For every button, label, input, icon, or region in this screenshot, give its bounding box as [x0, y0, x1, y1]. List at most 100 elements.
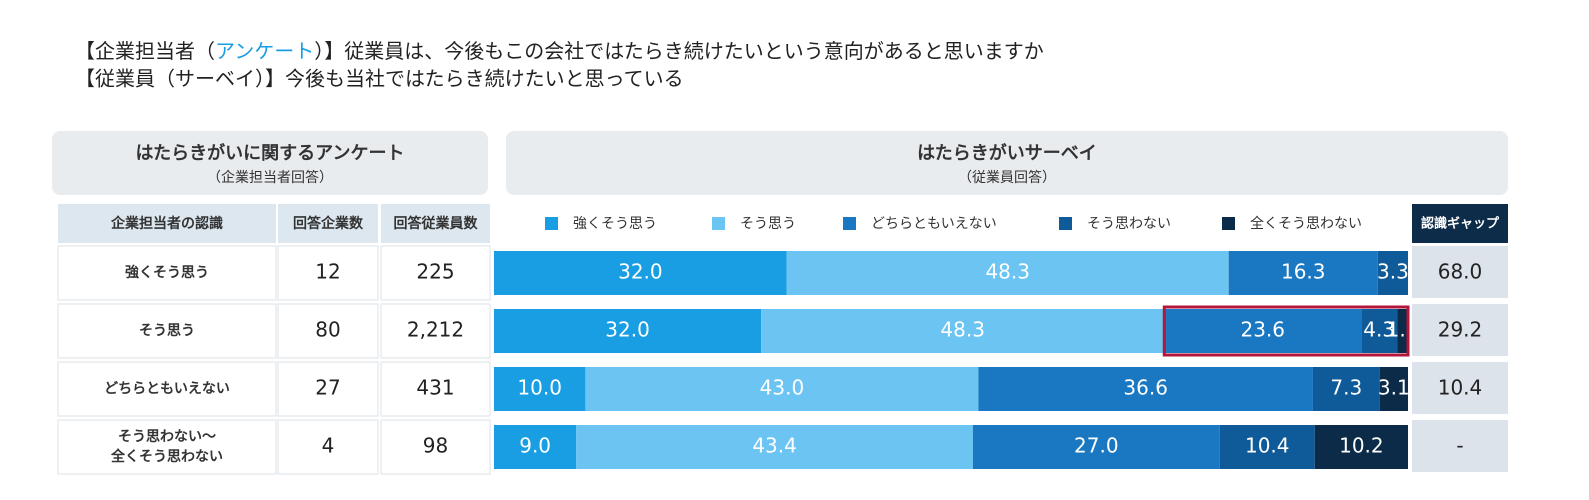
table-cell	[380, 303, 491, 359]
bar-value-label: 3.1	[1378, 376, 1410, 400]
legend-swatch	[712, 217, 725, 230]
table-cell	[57, 245, 277, 301]
chart-subtitle: （従業員回答）	[958, 169, 1056, 186]
table-cell	[380, 361, 491, 417]
legend-swatch	[843, 217, 856, 230]
gap-cell	[1412, 362, 1508, 414]
bar-value-label: 10.2	[1339, 434, 1384, 458]
bar-segment	[1361, 309, 1398, 353]
bar-value-label: 48.3	[985, 260, 1030, 284]
gap-header: 認識ギャップ	[1421, 216, 1500, 232]
bar-value-label: 36.6	[1123, 376, 1168, 400]
left-header-box	[52, 131, 488, 195]
gap-value: 10.4	[1438, 376, 1483, 400]
bar-segment	[1377, 251, 1408, 295]
bar-segment	[576, 425, 973, 469]
table-heading: はたらきがいに関するアンケート	[136, 142, 405, 164]
gap-value: -	[1456, 434, 1463, 458]
bar-segment	[1312, 367, 1380, 411]
table-cell	[277, 419, 379, 475]
legend-label: そう思わない	[1087, 216, 1171, 232]
column-header-cell	[58, 204, 276, 243]
legend-label: どちらともいえない	[871, 216, 997, 232]
table-number: 225	[416, 260, 454, 284]
bar-segment	[494, 367, 586, 411]
bar-segment	[494, 251, 787, 295]
gap-cell	[1412, 304, 1508, 356]
legend-label: そう思う	[740, 216, 796, 232]
row-label: 強くそう思う	[125, 264, 209, 281]
bar-value-label: 32.0	[605, 318, 650, 342]
bar-value-label: 32.0	[618, 260, 663, 284]
table-number: 27	[315, 376, 340, 400]
row-label: どちらともいえない	[104, 381, 230, 397]
bar-segment	[761, 309, 1165, 353]
row-label: 全くそう思わない	[110, 448, 223, 465]
highlight-box	[1162, 305, 1410, 357]
table-cell	[57, 303, 277, 359]
title-line2: 【従業員（サーベイ）】今後も当社ではたらき続けたいと思っている	[75, 67, 684, 91]
gap-cell	[1412, 420, 1508, 472]
bar-segment	[1219, 425, 1315, 469]
table-number: 98	[423, 434, 448, 458]
table-cell	[277, 361, 379, 417]
title-part: 【企業担当者（	[75, 39, 215, 63]
bar-value-label: 48.3	[940, 318, 985, 342]
title-highlight: アンケート	[215, 39, 314, 63]
legend-swatch	[545, 217, 558, 230]
bar-value-label: 4.3	[1363, 318, 1395, 342]
table-cell	[57, 419, 277, 475]
bar-value-label: 43.4	[752, 434, 797, 458]
bar-value-label: 27.0	[1074, 434, 1119, 458]
legend-label: 強くそう思う	[573, 216, 657, 232]
table-cell	[57, 361, 277, 417]
bar-value-label: 3.3	[1377, 260, 1409, 284]
bar-segment	[1228, 251, 1378, 295]
table-subheading: （企業担当者回答）	[207, 169, 333, 186]
row-label: そう思わない〜	[118, 429, 216, 445]
table-cell	[380, 245, 491, 301]
table-number: 12	[315, 260, 340, 284]
chart-title: はたらきがいサーベイ	[917, 142, 1097, 164]
gap-value: 68.0	[1438, 260, 1483, 284]
bar-value-label: 16.3	[1281, 260, 1326, 284]
table-number: 4	[322, 434, 335, 458]
bar-segment	[972, 425, 1220, 469]
bar-value-label: 10.0	[517, 376, 562, 400]
bar-segment	[494, 309, 762, 353]
bar-segment	[978, 367, 1313, 411]
column-header: 回答企業数	[293, 215, 364, 232]
bar-segment	[1314, 425, 1408, 469]
bar-segment	[1164, 309, 1362, 353]
table-cell	[277, 303, 379, 359]
bar-value-label: 43.0	[760, 376, 805, 400]
bar-value-label: 10.4	[1245, 434, 1290, 458]
table-cell	[380, 419, 491, 475]
right-header-box	[506, 131, 1508, 195]
table-number: 2,212	[407, 318, 464, 342]
gap-value: 29.2	[1438, 318, 1483, 342]
bar-segment	[494, 425, 577, 469]
title-part: ）】従業員は、今後もこの会社ではたらき続けたいという意向があると思いますか	[314, 39, 1044, 63]
column-header: 企業担当者の認識	[110, 215, 223, 232]
bar-value-label: 7.3	[1330, 376, 1362, 400]
table-number: 80	[315, 318, 340, 342]
gap-header-cell	[1412, 204, 1508, 243]
title-line1: 【企業担当者（アンケート）】従業員は、今後もこの会社ではたらき続けたいという意向…	[75, 39, 1044, 63]
row-label: そう思う	[139, 323, 195, 339]
bar-segment	[1379, 367, 1408, 411]
column-header-cell	[381, 204, 490, 243]
bar-value-label: 9.0	[519, 434, 551, 458]
gap-cell	[1412, 246, 1508, 298]
bar-segment	[786, 251, 1229, 295]
bar-value-label: 23.6	[1240, 318, 1285, 342]
column-header-cell	[278, 204, 378, 243]
table-cell	[277, 245, 379, 301]
legend-label: 全くそう思わない	[1250, 215, 1362, 232]
legend-swatch	[1222, 217, 1235, 230]
table-number: 431	[416, 376, 454, 400]
bar-segment	[1397, 309, 1408, 353]
legend-swatch	[1059, 217, 1072, 230]
